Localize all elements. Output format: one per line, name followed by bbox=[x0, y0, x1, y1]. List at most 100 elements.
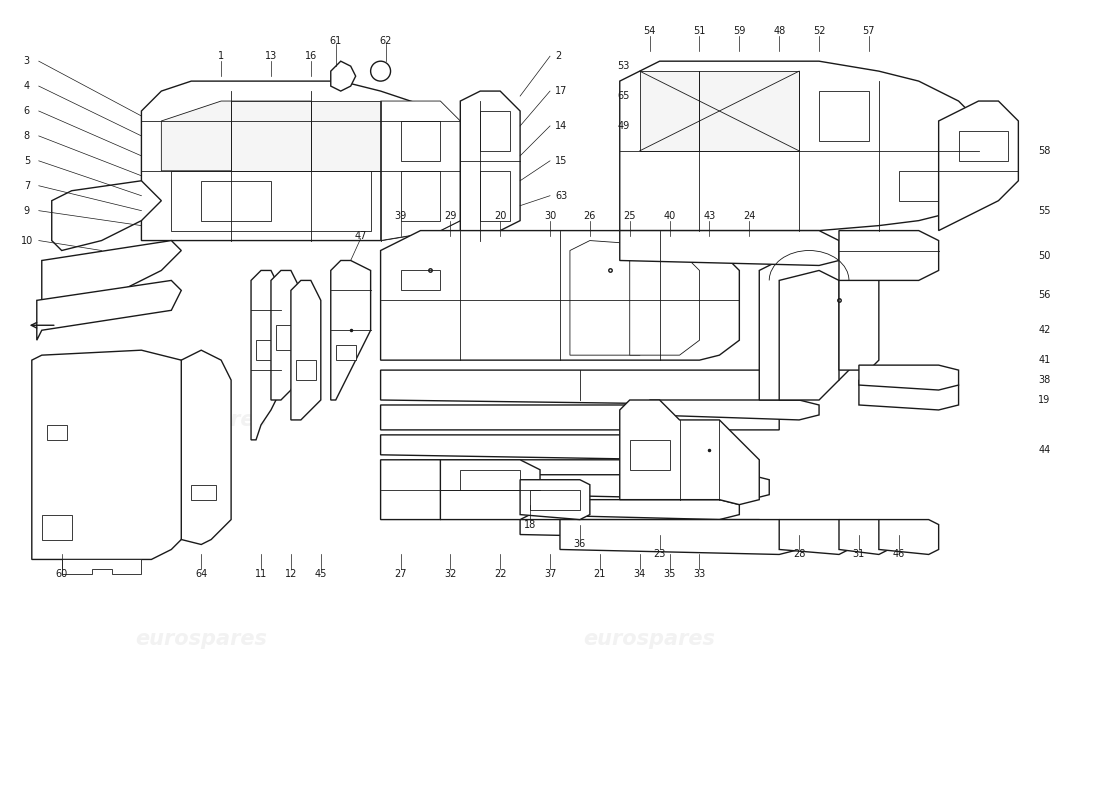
Polygon shape bbox=[381, 435, 700, 460]
Text: 27: 27 bbox=[394, 570, 407, 579]
Text: 14: 14 bbox=[556, 121, 568, 131]
Bar bbox=[460, 470, 520, 490]
Text: 64: 64 bbox=[195, 570, 207, 579]
Text: 63: 63 bbox=[556, 190, 568, 201]
Polygon shape bbox=[381, 405, 779, 430]
Polygon shape bbox=[520, 480, 590, 519]
Bar bbox=[629, 440, 670, 470]
Polygon shape bbox=[779, 519, 849, 554]
Text: 16: 16 bbox=[305, 51, 317, 61]
Text: eurospares: eurospares bbox=[584, 629, 716, 649]
Text: 25: 25 bbox=[624, 210, 636, 221]
Polygon shape bbox=[381, 101, 460, 241]
Text: 24: 24 bbox=[744, 210, 756, 221]
Polygon shape bbox=[440, 460, 540, 519]
Text: 4: 4 bbox=[24, 81, 30, 91]
Text: 21: 21 bbox=[594, 570, 606, 579]
Text: eurospares: eurospares bbox=[584, 410, 716, 430]
Text: 51: 51 bbox=[693, 26, 706, 36]
Polygon shape bbox=[570, 241, 660, 355]
Text: 48: 48 bbox=[773, 26, 785, 36]
Bar bbox=[191, 485, 217, 500]
Text: 5: 5 bbox=[24, 156, 30, 166]
Bar bbox=[580, 270, 640, 290]
Text: 60: 60 bbox=[56, 570, 68, 579]
Polygon shape bbox=[460, 91, 520, 241]
Polygon shape bbox=[251, 270, 280, 440]
Polygon shape bbox=[520, 519, 779, 539]
Text: 65: 65 bbox=[617, 91, 629, 101]
Text: 1: 1 bbox=[218, 51, 224, 61]
Polygon shape bbox=[759, 250, 859, 400]
Text: 45: 45 bbox=[315, 570, 327, 579]
Polygon shape bbox=[879, 519, 938, 554]
Text: eurospares: eurospares bbox=[135, 410, 267, 430]
Text: 43: 43 bbox=[703, 210, 716, 221]
Text: 55: 55 bbox=[1038, 206, 1050, 216]
Circle shape bbox=[371, 61, 390, 81]
Text: 8: 8 bbox=[24, 131, 30, 141]
Text: 59: 59 bbox=[734, 26, 746, 36]
Polygon shape bbox=[231, 101, 311, 170]
Bar bbox=[256, 340, 271, 360]
Text: 18: 18 bbox=[524, 519, 536, 530]
Text: 53: 53 bbox=[617, 61, 629, 71]
Text: 52: 52 bbox=[813, 26, 825, 36]
Text: 33: 33 bbox=[693, 570, 705, 579]
Text: 56: 56 bbox=[1038, 290, 1050, 300]
Polygon shape bbox=[619, 61, 979, 230]
Text: 46: 46 bbox=[893, 550, 905, 559]
Text: 39: 39 bbox=[395, 210, 407, 221]
Text: 23: 23 bbox=[653, 550, 666, 559]
Text: 10: 10 bbox=[21, 235, 33, 246]
Polygon shape bbox=[331, 61, 355, 91]
Text: 28: 28 bbox=[793, 550, 805, 559]
Text: 38: 38 bbox=[1038, 375, 1050, 385]
Bar bbox=[400, 121, 440, 161]
Bar bbox=[400, 170, 440, 221]
Polygon shape bbox=[859, 365, 958, 390]
Polygon shape bbox=[839, 519, 889, 554]
Polygon shape bbox=[271, 270, 301, 400]
Text: 62: 62 bbox=[379, 36, 392, 46]
Text: 26: 26 bbox=[584, 210, 596, 221]
Polygon shape bbox=[381, 460, 460, 519]
Polygon shape bbox=[62, 559, 142, 574]
Bar bbox=[296, 360, 316, 380]
Polygon shape bbox=[629, 241, 700, 355]
Polygon shape bbox=[331, 261, 371, 400]
Polygon shape bbox=[201, 181, 271, 221]
Bar bbox=[400, 270, 440, 290]
Polygon shape bbox=[839, 270, 879, 370]
Text: 3: 3 bbox=[24, 56, 30, 66]
Text: 42: 42 bbox=[1038, 326, 1050, 335]
Text: 17: 17 bbox=[556, 86, 568, 96]
Text: 15: 15 bbox=[556, 156, 568, 166]
Bar bbox=[958, 131, 1009, 161]
Text: 13: 13 bbox=[265, 51, 277, 61]
Polygon shape bbox=[520, 474, 769, 500]
Text: 37: 37 bbox=[543, 570, 557, 579]
Polygon shape bbox=[52, 181, 162, 250]
Polygon shape bbox=[779, 270, 839, 400]
Text: 2: 2 bbox=[556, 51, 561, 61]
Text: 41: 41 bbox=[1038, 355, 1050, 365]
Polygon shape bbox=[619, 400, 759, 505]
Text: 9: 9 bbox=[24, 206, 30, 216]
Polygon shape bbox=[560, 519, 799, 554]
Polygon shape bbox=[32, 350, 191, 559]
Text: 58: 58 bbox=[1038, 146, 1050, 156]
Polygon shape bbox=[42, 241, 182, 310]
Polygon shape bbox=[839, 230, 938, 281]
Text: 40: 40 bbox=[663, 210, 675, 221]
Text: 57: 57 bbox=[862, 26, 876, 36]
Bar bbox=[336, 345, 355, 360]
Polygon shape bbox=[142, 81, 460, 241]
Polygon shape bbox=[36, 281, 182, 340]
Bar bbox=[530, 490, 580, 510]
Text: 29: 29 bbox=[444, 210, 456, 221]
Bar bbox=[47, 425, 67, 440]
Text: 61: 61 bbox=[330, 36, 342, 46]
Polygon shape bbox=[290, 281, 321, 420]
Polygon shape bbox=[938, 101, 1019, 230]
